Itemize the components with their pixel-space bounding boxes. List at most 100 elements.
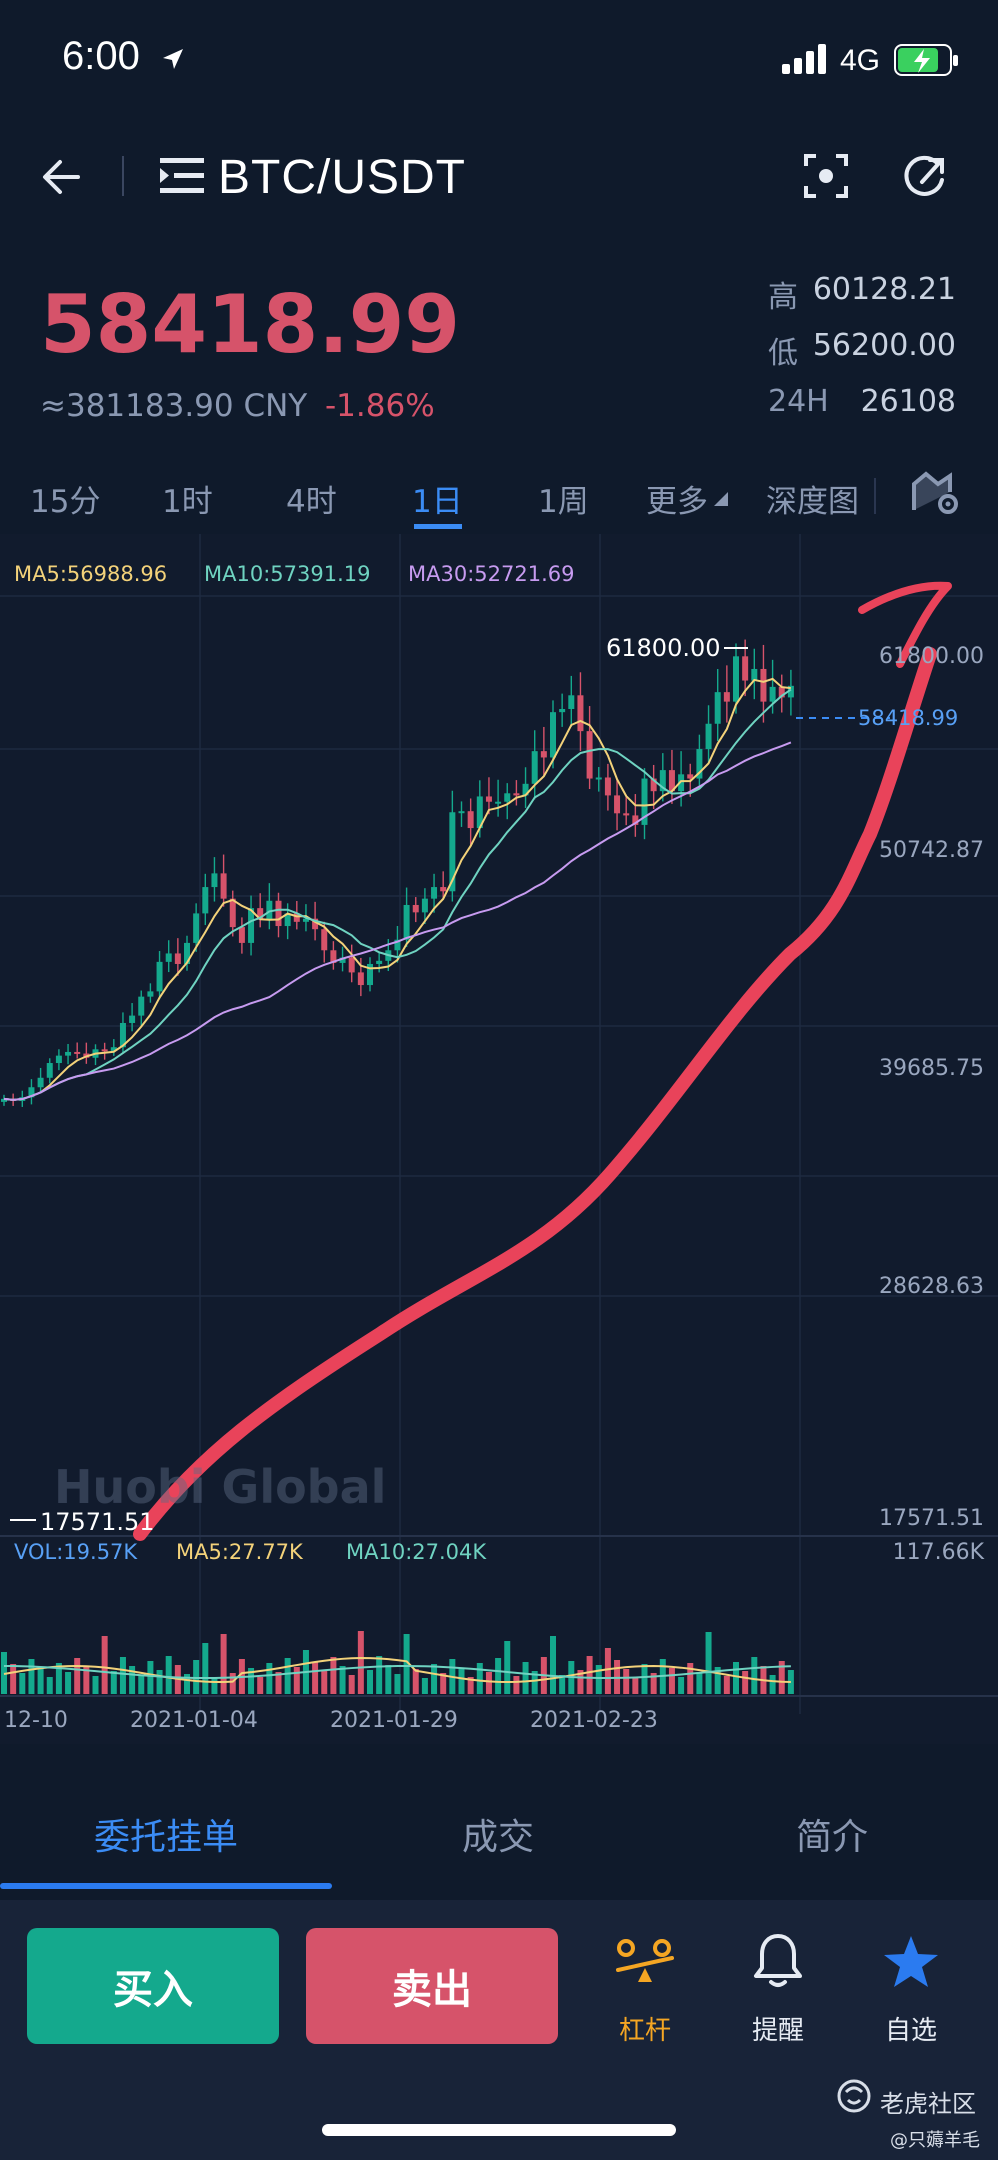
star-icon[interactable] (882, 1934, 940, 1990)
candle-body (687, 774, 694, 779)
candle-body (769, 686, 776, 702)
candle-body (367, 963, 373, 986)
volume-bar (632, 1678, 639, 1694)
candle-body (540, 751, 547, 758)
leverage-icon[interactable] (614, 1938, 676, 1988)
candle-body (449, 812, 456, 892)
candle-body (641, 778, 648, 825)
tab-open-orders[interactable]: 委托挂单 (94, 1817, 239, 1858)
volume-bar (751, 1657, 758, 1694)
candle-body (238, 927, 245, 943)
kline-chart[interactable] (0, 534, 998, 1744)
candle-body (595, 777, 602, 780)
candle-body (312, 918, 319, 930)
chart-watermark: Huobi Global (54, 1460, 387, 1514)
ma5-line (3, 677, 792, 1101)
volume-bar (431, 1664, 438, 1694)
candle-body (321, 929, 328, 951)
volume-bar (293, 1667, 300, 1694)
candle-body (659, 770, 666, 792)
candle-body (65, 1051, 72, 1056)
favorite-label[interactable]: 自选 (884, 2016, 937, 2046)
volume-bar (46, 1677, 53, 1694)
tab-intro[interactable]: 简介 (796, 1817, 869, 1858)
volume-bar (321, 1671, 328, 1694)
menu-list-icon[interactable] (160, 156, 206, 196)
y-tick-label: 39685.75 (879, 1056, 984, 1081)
candle-body (431, 887, 438, 899)
candle-body (339, 957, 346, 963)
candle-body (220, 873, 227, 899)
candle-body (284, 913, 291, 927)
volume-bar (412, 1669, 419, 1694)
candle-body (522, 783, 529, 796)
candle-body (650, 778, 657, 792)
tab-15min[interactable]: 15分 (30, 484, 101, 520)
tab-4hour[interactable]: 4时 (286, 484, 337, 520)
tab-depth-chart[interactable]: 深度图 (766, 484, 859, 520)
candle-body (202, 887, 209, 914)
buy-button[interactable]: 买入 (27, 1928, 279, 2044)
candle-body (668, 770, 675, 792)
volume-bar (275, 1672, 282, 1694)
low-marker-label: 17571.51 (40, 1508, 155, 1536)
volume-bar (367, 1670, 373, 1694)
back-arrow-icon[interactable] (38, 154, 84, 200)
screenshot-icon[interactable] (802, 152, 850, 200)
tab-1day[interactable]: 1日 (412, 484, 463, 520)
volume-bar (28, 1659, 35, 1694)
ma30-label: MA30:52721.69 (408, 562, 575, 586)
candle-body (147, 991, 154, 997)
tiger-logo-icon (837, 2079, 871, 2113)
candle-body (275, 900, 282, 927)
status-time: 6:00 (62, 34, 140, 78)
candle-body (46, 1063, 53, 1078)
last-price: 58418.99 (40, 278, 461, 371)
tab-1hour[interactable]: 1时 (162, 484, 213, 520)
pair-title[interactable]: BTC/USDT (218, 151, 466, 204)
volume-bar (687, 1663, 694, 1694)
last-price-marker: 58418.99 (858, 706, 959, 730)
sell-button[interactable]: 卖出 (306, 1928, 558, 2044)
candle-body (28, 1087, 35, 1098)
x-tick-label: 2021-02-23 (530, 1708, 658, 1733)
volume-bar (83, 1667, 90, 1694)
volume-bar (723, 1676, 730, 1694)
stat-label-24h: 24H (768, 384, 829, 419)
stat-value-low: 56200.00 (812, 328, 956, 363)
candle-body (138, 996, 145, 1016)
chart-settings-icon[interactable] (912, 470, 960, 514)
volume-bar (229, 1673, 236, 1694)
tab-trades[interactable]: 成交 (462, 1817, 535, 1858)
annotation-arrow-head (858, 581, 952, 668)
tab-more[interactable]: 更多 (646, 484, 708, 520)
candle-body (184, 942, 190, 964)
candle-body (513, 793, 520, 796)
bell-icon[interactable] (752, 1932, 804, 1990)
volume-ma5-line (3, 1657, 791, 1684)
volume-bar (742, 1671, 749, 1694)
volume-bar (202, 1643, 209, 1694)
leverage-label[interactable]: 杠杆 (618, 2016, 671, 2046)
candle-body (559, 709, 566, 713)
refresh-icon[interactable] (900, 152, 950, 202)
volume-bar (577, 1670, 584, 1694)
candle-body (421, 898, 428, 913)
candle-body (696, 749, 703, 779)
x-tick-label: 2021-01-29 (330, 1708, 458, 1733)
cny-price: ≈381183.90 CNY (40, 388, 308, 424)
volume-bar (348, 1675, 355, 1694)
bottom-tab-underline (0, 1883, 332, 1889)
volume-bar (559, 1675, 566, 1694)
candle-body (266, 900, 273, 920)
candle-body (394, 939, 401, 951)
volume-bar (476, 1663, 483, 1694)
volume-bar (604, 1648, 611, 1694)
alert-label[interactable]: 提醒 (751, 2016, 804, 2046)
vol-ma5-label: MA5:27.77K (176, 1540, 303, 1564)
volume-bar (550, 1636, 556, 1694)
candle-body (403, 904, 410, 940)
volume-bar (705, 1632, 712, 1694)
tab-1week[interactable]: 1周 (538, 484, 589, 520)
candle-body (302, 918, 309, 922)
